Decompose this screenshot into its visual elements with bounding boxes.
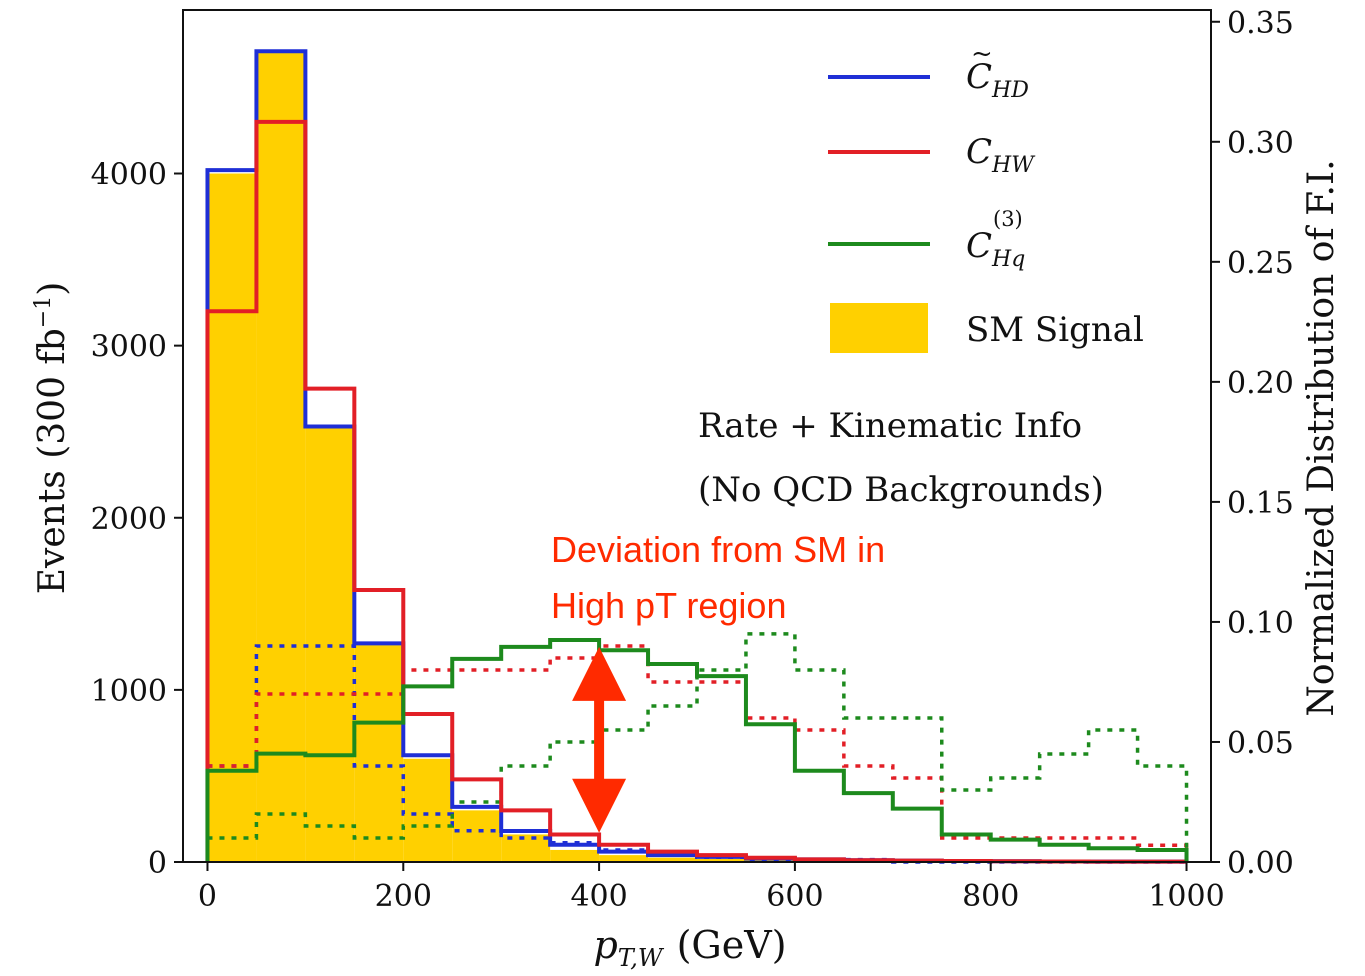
- sm-signal-bar: [599, 855, 649, 862]
- sm-signal-bar: [697, 858, 746, 862]
- sm-signal-bar: [354, 645, 404, 862]
- info-annotation-line1: Rate + Kinematic Info: [698, 406, 1082, 446]
- sm-signal-bar: [550, 849, 600, 862]
- x-tick-label: 400: [570, 879, 627, 914]
- sm-signal-bar: [745, 859, 795, 862]
- deviation-arrow: [572, 646, 627, 833]
- sm-signal-bar: [648, 857, 697, 862]
- deviation-arrow-head-top: [572, 646, 627, 701]
- plot-area: [205, 49, 1189, 864]
- legend-tilde: ~: [971, 39, 993, 69]
- legend-swatch-sm: [830, 303, 928, 353]
- y2-tick-label: 0.25: [1227, 246, 1294, 281]
- sm-signal-bar: [207, 173, 257, 863]
- plot-frame: [182, 9, 1212, 863]
- y2-tick-label: 0.10: [1227, 606, 1294, 641]
- x-tick-label: 1000: [1148, 879, 1224, 914]
- deviation-arrow-head-bottom: [572, 778, 627, 833]
- x-tick-label: 0: [198, 879, 217, 914]
- y-axis-label: Events (300 fb−1): [31, 282, 73, 595]
- y-tick-label: 2000: [91, 502, 167, 537]
- y-tick-label: 3000: [91, 330, 167, 365]
- y2-tick-label: 0.15: [1227, 486, 1294, 521]
- legend-label-chw: CHW: [966, 132, 1036, 178]
- sm-signal-bar: [256, 53, 306, 863]
- deviation-annotation-line2: High pT region: [551, 585, 786, 626]
- x-tick-label: 800: [962, 879, 1019, 914]
- y2-tick-label: 0.30: [1227, 126, 1294, 161]
- x-axis-label: pT,W (GeV): [593, 923, 786, 972]
- y2-tick-label: 0.20: [1227, 366, 1294, 401]
- legend-label-chq3: CHq: [966, 226, 1025, 272]
- x-tick-label: 600: [766, 879, 823, 914]
- y-tick-label: 0: [148, 846, 167, 881]
- legend-label-chq3-sup: (3): [993, 207, 1023, 231]
- legend-label-chd: CHD: [966, 57, 1029, 103]
- axes: 0 200 400 600 800 1000 0 1000 2000 3000 4000 0.00 0.…: [91, 6, 1294, 914]
- y2-tick-label: 0.05: [1227, 726, 1294, 761]
- events-line-hq: [205, 637, 1189, 862]
- y2-tick-label: 0.35: [1227, 6, 1294, 41]
- legend-label-sm: SM Signal: [966, 310, 1144, 350]
- y2-axis-label: Normalized Distribution of F.I.: [1301, 159, 1342, 716]
- info-annotation-line2: (No QCD Backgrounds): [698, 470, 1104, 510]
- sm-signal-bar: [403, 758, 453, 862]
- y-tick-label: 4000: [91, 158, 167, 193]
- y2-tick-label: 0.00: [1227, 846, 1294, 881]
- y-tick-label: 1000: [91, 674, 167, 709]
- sm-signal-bar: [452, 810, 502, 862]
- fi-line-hq: [205, 632, 1189, 862]
- deviation-annotation-line1: Deviation from SM in: [551, 529, 885, 570]
- legend: CHD ~ CHW CHq (3) SM Signal: [828, 39, 1144, 353]
- x-tick-label: 200: [375, 879, 432, 914]
